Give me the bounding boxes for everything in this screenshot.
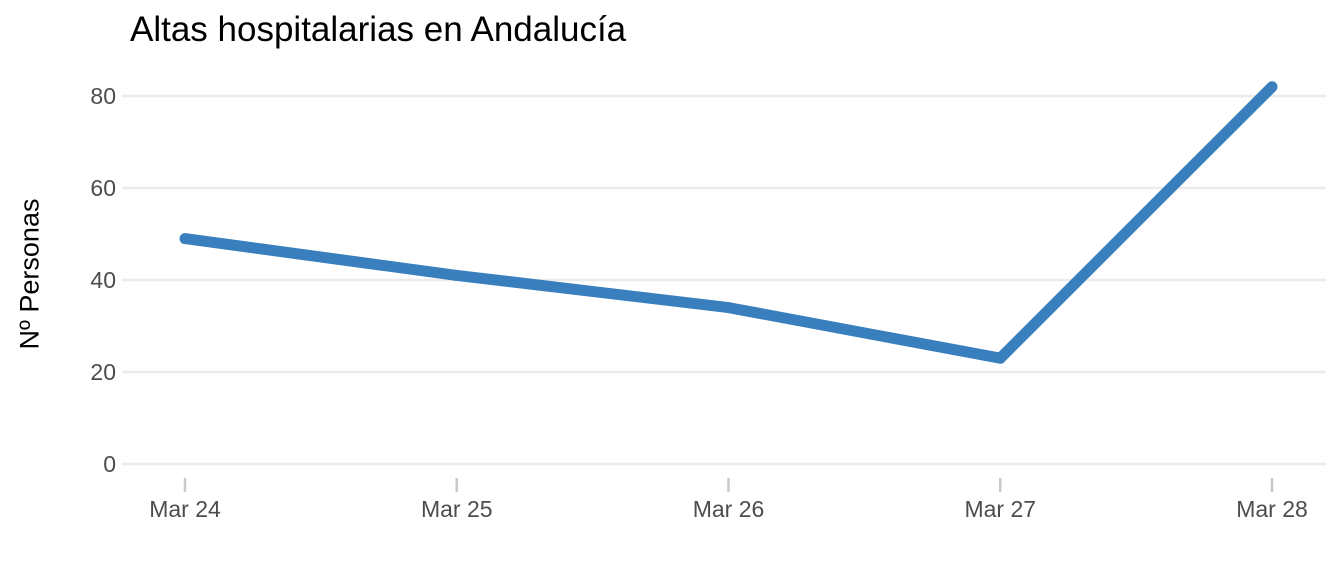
- series-line: [184, 82, 1276, 364]
- data-point-mar-27: [994, 352, 1006, 364]
- y-axis-ticks: 0 20 40 60 80: [90, 83, 116, 477]
- x-axis-ticks: Mar 24 Mar 25 Mar 26 Mar 27 Mar 28: [149, 478, 1308, 522]
- chart-title: Altas hospitalarias en Andalucía: [130, 10, 627, 49]
- series-layer: [179, 81, 1278, 364]
- x-tick-label: Mar 26: [693, 496, 765, 522]
- data-point-mar-28: [1266, 81, 1278, 93]
- data-point-mar-25: [451, 269, 463, 281]
- y-tick-label: 0: [103, 451, 116, 477]
- y-tick-label: 20: [90, 359, 116, 385]
- data-point-mar-26: [723, 302, 734, 314]
- y-tick-label: 80: [90, 83, 116, 109]
- x-tick-label: Mar 28: [1236, 496, 1308, 522]
- data-point-mar-24: [179, 233, 191, 245]
- x-tick-label: Mar 27: [964, 496, 1036, 522]
- x-tick-label: Mar 24: [149, 496, 221, 522]
- y-tick-label: 60: [90, 175, 116, 201]
- x-tick-label: Mar 25: [421, 496, 493, 522]
- gridlines: [122, 94, 1326, 466]
- y-tick-label: 40: [90, 267, 116, 293]
